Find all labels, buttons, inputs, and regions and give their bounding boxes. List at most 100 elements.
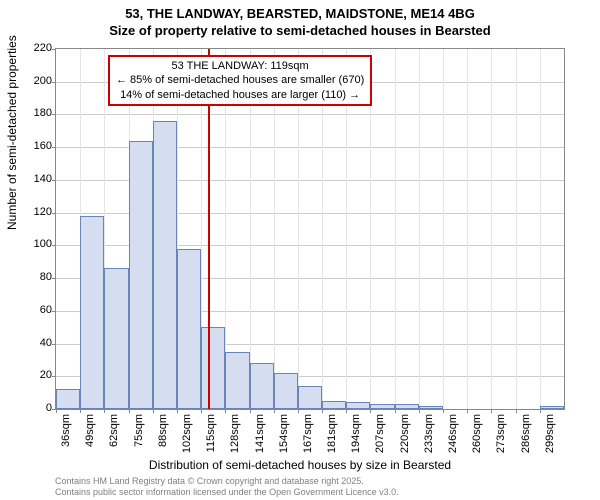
xtick-label: 299sqm [544,414,556,459]
xtick-label: 260sqm [471,414,483,459]
ytick-label: 40 [24,337,52,349]
xtick-label: 88sqm [157,414,169,459]
ytick-mark [52,147,56,148]
ytick-label: 120 [24,206,52,218]
histogram-bar [370,404,394,409]
histogram-bar [201,327,225,409]
xtick-mark [153,409,154,413]
xtick-label: 36sqm [60,414,72,459]
histogram-bar [250,363,274,409]
xtick-label: 233sqm [423,414,435,459]
xtick-mark [298,409,299,413]
ytick-label: 140 [24,173,52,185]
ytick-mark [52,49,56,50]
xtick-label: 141sqm [254,414,266,459]
y-axis-label: Number of semi-detached properties [5,35,19,230]
gridline-v [491,49,492,409]
xtick-mark [419,409,420,413]
xtick-label: 246sqm [447,414,459,459]
xtick-mark [104,409,105,413]
histogram-bar [395,404,419,409]
xtick-mark [201,409,202,413]
xtick-label: 273sqm [495,414,507,459]
ytick-mark [52,376,56,377]
xtick-label: 102sqm [181,414,193,459]
xtick-mark [225,409,226,413]
xtick-label: 154sqm [278,414,290,459]
ytick-label: 60 [24,304,52,316]
ytick-label: 180 [24,107,52,119]
ytick-label: 0 [24,402,52,414]
xtick-mark [516,409,517,413]
xtick-label: 167sqm [302,414,314,459]
ytick-mark [52,344,56,345]
gridline-v [467,49,468,409]
ytick-mark [52,213,56,214]
histogram-bar [153,121,177,409]
histogram-bar [56,389,80,409]
ytick-label: 200 [24,75,52,87]
xtick-label: 207sqm [374,414,386,459]
xtick-label: 286sqm [520,414,532,459]
xtick-mark [80,409,81,413]
ytick-label: 80 [24,271,52,283]
ytick-label: 20 [24,369,52,381]
chart-title: 53, THE LANDWAY, BEARSTED, MAIDSTONE, ME… [0,0,600,23]
ytick-mark [52,114,56,115]
histogram-bar [298,386,322,409]
histogram-bar [129,141,153,409]
ytick-label: 160 [24,140,52,152]
gridline-v [419,49,420,409]
gridline-v [395,49,396,409]
histogram-bar [177,249,201,409]
ytick-mark [52,311,56,312]
histogram-bar [322,401,346,409]
attribution-line2: Contains public sector information licen… [55,487,399,498]
histogram-bar [104,268,128,409]
xtick-mark [129,409,130,413]
xtick-label: 75sqm [133,414,145,459]
ytick-label: 220 [24,42,52,54]
ytick-label: 100 [24,238,52,250]
histogram-bar [80,216,104,409]
ytick-mark [52,278,56,279]
xtick-mark [177,409,178,413]
ytick-mark [52,245,56,246]
xtick-mark [56,409,57,413]
xtick-mark [322,409,323,413]
histogram-bar [274,373,298,409]
xtick-label: 181sqm [326,414,338,459]
histogram-bar [346,402,370,409]
xtick-label: 115sqm [205,414,217,459]
xtick-mark [346,409,347,413]
annotation-box: 53 THE LANDWAY: 119sqm← 85% of semi-deta… [108,55,372,106]
attribution-line1: Contains HM Land Registry data © Crown c… [55,476,399,487]
xtick-mark [540,409,541,413]
gridline-v [540,49,541,409]
xtick-mark [274,409,275,413]
gridline-h [56,114,564,115]
gridline-v [443,49,444,409]
chart-container: 53, THE LANDWAY, BEARSTED, MAIDSTONE, ME… [0,0,600,500]
attribution-text: Contains HM Land Registry data © Crown c… [55,476,399,498]
ytick-mark [52,82,56,83]
annotation-line2: ← 85% of semi-detached houses are smalle… [116,73,364,87]
histogram-bar [540,406,564,409]
xtick-mark [370,409,371,413]
xtick-mark [467,409,468,413]
gridline-v [516,49,517,409]
histogram-bar [419,406,443,409]
xtick-mark [443,409,444,413]
annotation-line3: 14% of semi-detached houses are larger (… [116,88,364,102]
chart-subtitle: Size of property relative to semi-detach… [0,23,600,40]
xtick-mark [250,409,251,413]
annotation-line1: 53 THE LANDWAY: 119sqm [116,59,364,73]
xtick-label: 194sqm [350,414,362,459]
xtick-mark [491,409,492,413]
xtick-label: 128sqm [229,414,241,459]
xtick-label: 49sqm [84,414,96,459]
xtick-mark [395,409,396,413]
xtick-label: 220sqm [399,414,411,459]
histogram-bar [225,352,249,409]
x-axis-label: Distribution of semi-detached houses by … [0,458,600,472]
